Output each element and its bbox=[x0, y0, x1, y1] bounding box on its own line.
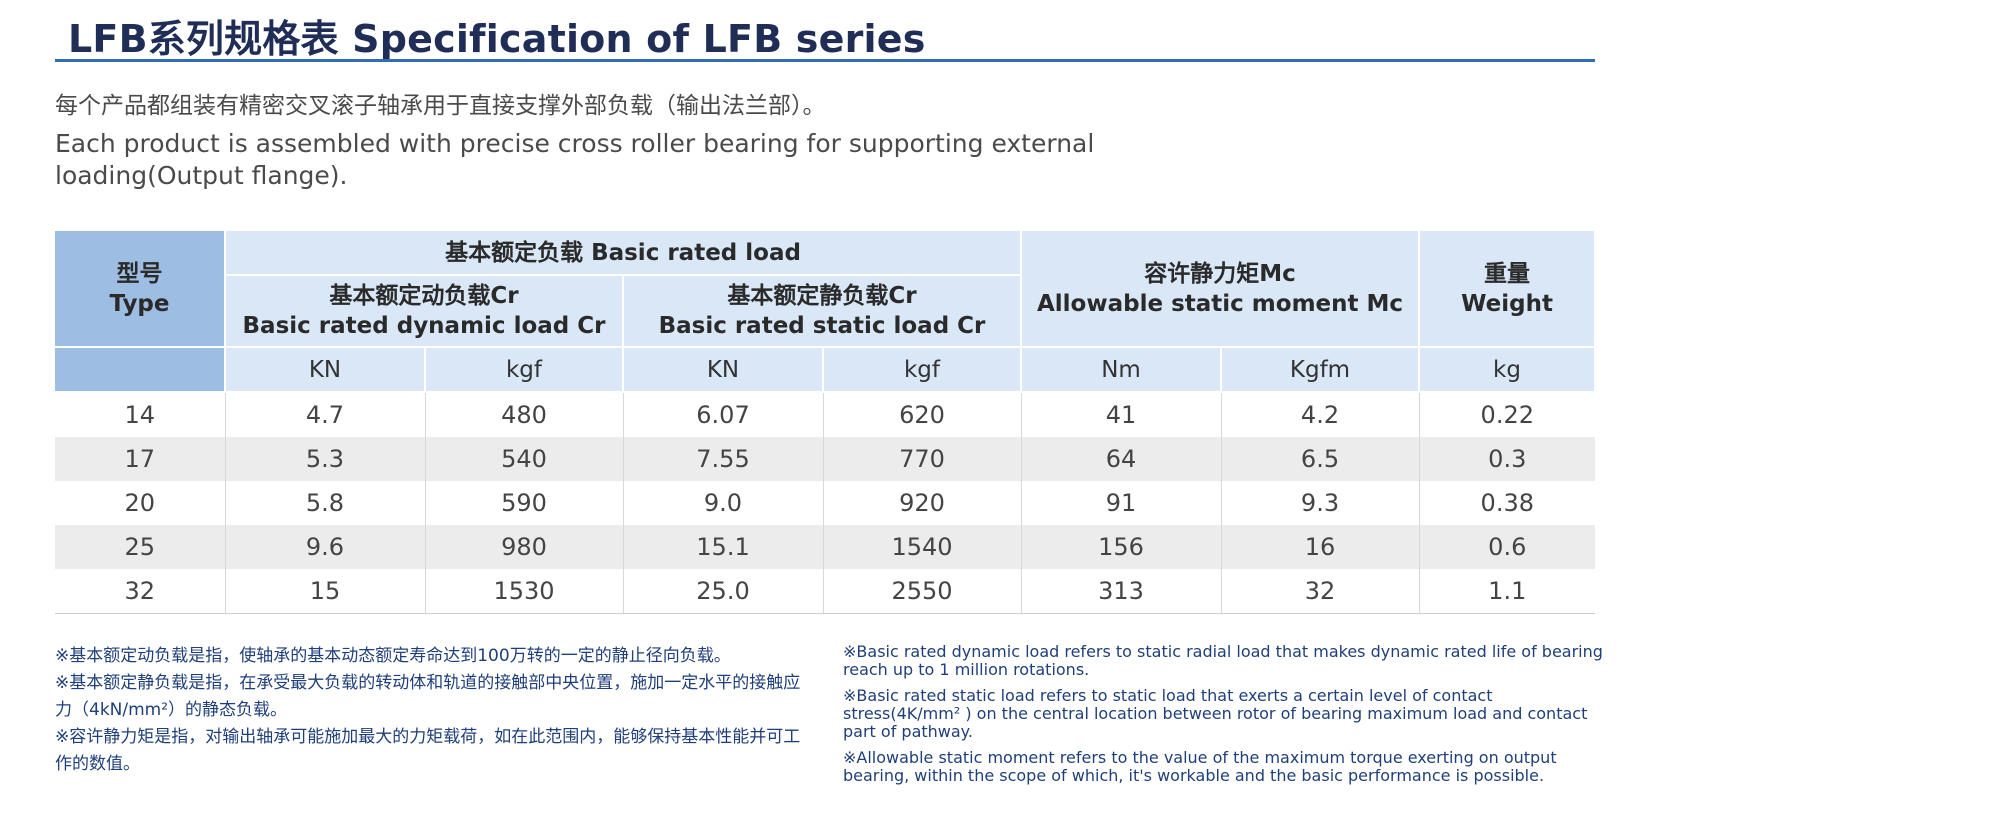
unit-header: kgf bbox=[823, 347, 1022, 393]
unit-header: Nm bbox=[1021, 347, 1222, 393]
unit-header: kg bbox=[1419, 347, 1597, 393]
unit-header: KN bbox=[623, 347, 824, 393]
unit-header: Kgfm bbox=[1221, 347, 1421, 393]
table-cell: 1540 bbox=[823, 525, 1022, 569]
table-cell: 0.3 bbox=[1419, 437, 1596, 481]
table-cell: 590 bbox=[425, 481, 624, 525]
table-cell: 5.8 bbox=[225, 481, 426, 525]
note-static-load-en: ※Basic rated static load refers to stati… bbox=[843, 686, 1588, 741]
table-cell: 0.6 bbox=[1419, 525, 1596, 569]
type-header-cn: 型号 bbox=[116, 260, 163, 287]
basic-rated-load-header: 基本额定负载 Basic rated load bbox=[225, 231, 1022, 276]
table-cell: 5.3 bbox=[225, 437, 426, 481]
table-cell: 9.3 bbox=[1221, 481, 1420, 525]
table-cell: 9.0 bbox=[623, 481, 824, 525]
table-cell: 32 bbox=[1221, 569, 1420, 614]
table-cell: 1.1 bbox=[1419, 569, 1596, 614]
unit-header: KN bbox=[225, 347, 426, 393]
table-row: 20 5.8 590 9.0 920 91 9.3 0.38 bbox=[55, 481, 1595, 525]
dynamic-load-header: 基本额定动负载Cr Basic rated dynamic load Cr bbox=[225, 275, 624, 348]
intro-text-en: Each product is assembled with precise c… bbox=[55, 129, 1095, 190]
weight-header-en: Weight bbox=[1461, 290, 1553, 317]
table-cell: 15.1 bbox=[623, 525, 824, 569]
table-cell: 0.22 bbox=[1480, 401, 1534, 429]
table-cell: 770 bbox=[823, 437, 1022, 481]
table-cell: 16 bbox=[1221, 525, 1420, 569]
dynamic-load-header-en: Basic rated dynamic load Cr bbox=[242, 313, 606, 339]
type-header: 型号 Type bbox=[55, 231, 226, 348]
table-cell: 980 bbox=[425, 525, 624, 569]
weight-header-cn: 重量 bbox=[1484, 260, 1531, 287]
note-dynamic-load-en: ※Basic rated dynamic load refers to stat… bbox=[843, 642, 1603, 679]
allowable-moment-header-cn: 容许静力矩Mc bbox=[1144, 260, 1296, 287]
table-cell: 4.2 bbox=[1221, 392, 1420, 437]
table-cell: 2550 bbox=[823, 569, 1022, 614]
table-cell: 32 bbox=[55, 569, 226, 614]
table-cell: 15 bbox=[225, 569, 426, 614]
dynamic-load-header-cn: 基本额定动负载Cr bbox=[329, 283, 519, 309]
table-cell: 25 bbox=[55, 525, 226, 569]
table-cell: 17 bbox=[55, 437, 226, 481]
table-row: 32 15 1530 25.0 2550 313 32 1.1 bbox=[55, 569, 1596, 614]
table-row: 17 5.3 540 7.55 770 64 6.5 0.3 bbox=[55, 437, 1596, 481]
table-cell: 64 bbox=[1021, 437, 1222, 481]
intro-text-cn: 每个产品都组装有精密交叉滚子轴承用于直接支撑外部负载（输出法兰部）。 bbox=[55, 93, 826, 119]
allowable-moment-header: 容许静力矩Mc Allowable static moment Mc bbox=[1021, 231, 1421, 348]
table-cell: 156 bbox=[1021, 525, 1222, 569]
notes-en: ※Basic rated dynamic load refers to stat… bbox=[843, 643, 1603, 793]
static-load-header: 基本额定静负载Cr Basic rated static load Cr bbox=[623, 275, 1022, 348]
note-dynamic-load-cn: ※基本额定动负载是指，使轴承的基本动态额定寿命达到100万转的一定的静止径向负载… bbox=[55, 646, 731, 666]
table-cell: 91 bbox=[1021, 481, 1222, 525]
table-cell: 1530 bbox=[425, 569, 624, 614]
table-cell: 20 bbox=[55, 481, 226, 525]
type-unit-blank bbox=[55, 347, 226, 393]
notes-cn: ※基本额定动负载是指，使轴承的基本动态额定寿命达到100万转的一定的静止径向负载… bbox=[55, 643, 810, 778]
table-cell: 7.55 bbox=[623, 437, 824, 481]
table-cell: 0.38 bbox=[1480, 489, 1534, 517]
title-divider bbox=[55, 59, 1595, 62]
weight-header: 重量 Weight bbox=[1419, 231, 1597, 348]
unit-header: kgf bbox=[425, 347, 624, 393]
table-cell: 313 bbox=[1021, 569, 1222, 614]
note-static-load-cn: ※基本额定静负载是指，在承受最大负载的转动体和轨道的接触部中央位置，施加一定水平… bbox=[55, 673, 801, 720]
note-static-moment-cn: ※容许静力矩是指，对输出轴承可能施加最大的力矩载荷，如在此范围内，能够保持基本性… bbox=[55, 727, 801, 774]
table-cell: 920 bbox=[823, 481, 1022, 525]
table-cell: 6.5 bbox=[1221, 437, 1420, 481]
table-row: 14 4.7 480 6.07 620 41 4.2 0.22 bbox=[55, 392, 1595, 437]
static-load-header-cn: 基本额定静负载Cr bbox=[727, 283, 917, 309]
table-cell: 480 bbox=[425, 392, 624, 437]
table-cell: 620 bbox=[823, 392, 1022, 437]
allowable-moment-header-en: Allowable static moment Mc bbox=[1036, 290, 1404, 317]
table-cell: 9.6 bbox=[225, 525, 426, 569]
table-row: 25 9.6 980 15.1 1540 156 16 0.6 bbox=[55, 525, 1596, 569]
page-title: LFB系列规格表 Specification of LFB series bbox=[68, 17, 926, 61]
static-load-header-en: Basic rated static load Cr bbox=[658, 313, 986, 339]
table-cell: 6.07 bbox=[623, 392, 824, 437]
table-cell: 25.0 bbox=[623, 569, 824, 614]
specification-table: 型号 Type 基本额定负载 Basic rated load 容许静力矩Mc … bbox=[55, 231, 1597, 614]
table-cell: 41 bbox=[1021, 392, 1222, 437]
table-cell: 540 bbox=[425, 437, 624, 481]
table-cell: 4.7 bbox=[225, 392, 426, 437]
note-static-moment-en: ※Allowable static moment refers to the v… bbox=[843, 748, 1557, 785]
type-header-en: Type bbox=[109, 290, 170, 317]
table-cell: 14 bbox=[55, 392, 226, 437]
